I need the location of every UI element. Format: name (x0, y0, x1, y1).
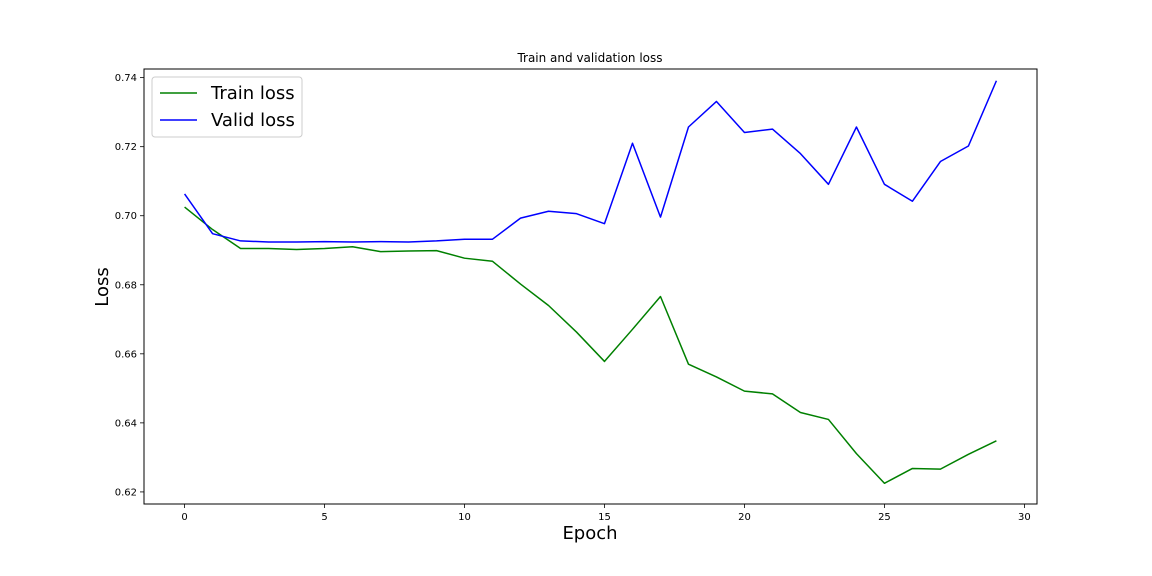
y-tick-label: 0.74 (115, 73, 137, 84)
chart-title: Train and validation loss (516, 51, 662, 65)
x-tick-label: 30 (1018, 512, 1031, 523)
y-tick-label: 0.64 (115, 418, 137, 429)
legend: Train loss Valid loss (151, 76, 303, 138)
x-tick-label: 20 (738, 512, 751, 523)
x-tick-label: 10 (458, 512, 471, 523)
series-line-0 (184, 206, 997, 485)
x-tick-label: 25 (878, 512, 891, 523)
x-tick-label: 5 (321, 512, 327, 523)
plot-area (183, 80, 998, 485)
y-tick-label: 0.62 (115, 487, 137, 498)
series-line-1 (183, 80, 998, 243)
y-axis-label: Loss (92, 267, 113, 306)
y-axis: 0.62 0.64 0.66 0.68 0.70 0.72 0.74 (115, 73, 144, 498)
legend-label-train: Train loss (210, 83, 295, 104)
x-tick-label: 15 (598, 512, 611, 523)
x-axis-label: Epoch (562, 523, 617, 544)
axes-frame (143, 68, 1038, 505)
x-tick-label: 0 (181, 512, 187, 523)
y-tick-label: 0.66 (115, 349, 137, 360)
y-tick-label: 0.68 (115, 280, 137, 291)
y-tick-label: 0.72 (115, 142, 137, 153)
x-axis: 0 5 10 15 20 25 30 (181, 504, 1031, 523)
legend-box (151, 76, 303, 138)
legend-label-valid: Valid loss (211, 110, 295, 131)
y-tick-label: 0.70 (115, 211, 137, 222)
